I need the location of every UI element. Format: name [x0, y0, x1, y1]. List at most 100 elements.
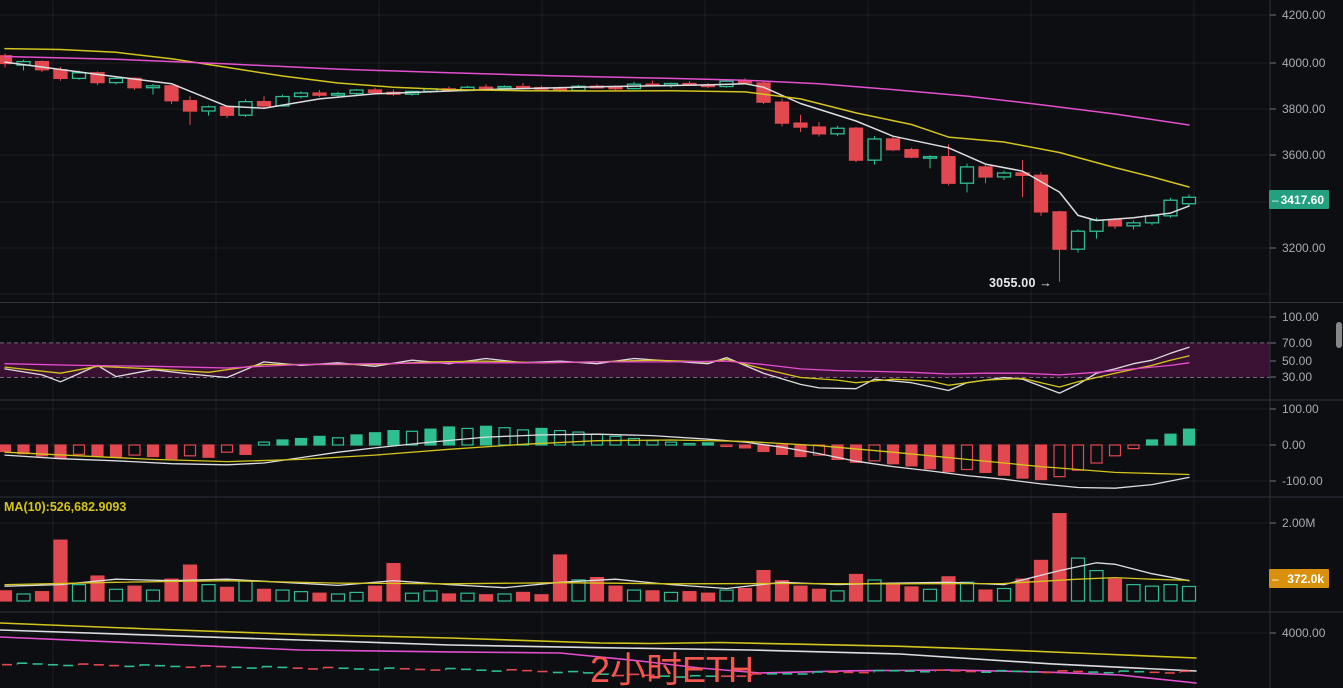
macd-bar — [109, 444, 123, 458]
candle-up[interactable] — [330, 92, 346, 96]
candle-down[interactable] — [312, 92, 327, 96]
volume-bar — [330, 593, 346, 602]
candle-down[interactable] — [367, 89, 383, 94]
volume-bar — [626, 589, 642, 602]
volume-bar — [1015, 578, 1030, 602]
ma-mid — [4, 47, 1190, 188]
candle-up[interactable] — [145, 85, 161, 89]
candle-down[interactable] — [774, 101, 790, 124]
candle-down[interactable] — [904, 149, 919, 158]
volume-bar — [275, 589, 290, 602]
volume-bar — [811, 588, 827, 602]
macd-bar — [183, 444, 197, 457]
scrollbar-thumb[interactable] — [1336, 322, 1342, 348]
volume-bar — [182, 564, 198, 602]
candle-up[interactable] — [996, 172, 1012, 178]
candle-down[interactable] — [164, 85, 179, 102]
volume-bar — [737, 587, 753, 602]
candle-up[interactable] — [497, 85, 512, 89]
macd-bar — [146, 444, 160, 458]
candle-down[interactable] — [737, 80, 753, 84]
macd-bar — [1145, 439, 1159, 446]
volume-bar — [145, 589, 161, 602]
macd-bar — [405, 430, 419, 446]
candle-up[interactable] — [238, 101, 253, 116]
mini-yellow — [0, 622, 1197, 659]
macd-bar — [831, 444, 844, 460]
volume-bar — [238, 580, 253, 602]
candle-up[interactable] — [1144, 215, 1160, 224]
volume-bar — [904, 586, 919, 602]
macd-bar — [1127, 444, 1140, 450]
macd-bar — [1108, 444, 1122, 457]
candle-up[interactable] — [830, 127, 845, 135]
macd-bar — [664, 441, 678, 446]
candle-up[interactable] — [1181, 196, 1197, 205]
candle-up[interactable] — [108, 77, 124, 84]
volume-bar — [774, 580, 790, 602]
candle-down[interactable] — [1033, 174, 1049, 213]
candle-down[interactable] — [811, 126, 827, 135]
candle-down[interactable] — [53, 69, 68, 80]
volume-bar — [700, 592, 716, 602]
candle-up[interactable] — [922, 156, 938, 159]
candle-up[interactable] — [275, 95, 290, 107]
macd-bar — [1164, 433, 1177, 446]
candle-down[interactable] — [793, 122, 808, 128]
volume-bar — [867, 579, 882, 602]
axis-tick-label: 4000.00 — [1282, 56, 1326, 70]
volume-bar — [423, 590, 438, 602]
candle-up[interactable] — [867, 138, 882, 161]
candle-up[interactable] — [1089, 219, 1104, 232]
candle-up[interactable] — [71, 72, 87, 80]
macd-bar — [1016, 444, 1029, 479]
volume-bar — [219, 586, 235, 602]
candle-up[interactable] — [959, 166, 975, 184]
candle-down[interactable] — [90, 72, 105, 84]
current-volume-value: 372.0k — [1287, 571, 1324, 586]
volume-bar — [1107, 578, 1123, 602]
volume-bar — [756, 569, 771, 602]
macd-bar — [627, 437, 641, 446]
macd-bar — [886, 444, 900, 465]
candle-up[interactable] — [293, 92, 309, 98]
volume-bar — [0, 590, 13, 602]
macd-bar — [165, 444, 178, 460]
candle-down[interactable] — [978, 166, 993, 178]
candle-down[interactable] — [885, 138, 901, 151]
macd-bar — [0, 444, 12, 453]
low-price-annotation: 3055.00 → — [989, 276, 1052, 290]
candle-down[interactable] — [256, 101, 272, 107]
candle-down[interactable] — [608, 86, 623, 90]
candle-down[interactable] — [182, 100, 198, 112]
candle-down[interactable] — [1052, 211, 1067, 250]
macd-bar — [350, 434, 363, 446]
dif — [4, 433, 1190, 489]
volume-bar — [941, 576, 956, 602]
candle-up[interactable] — [201, 106, 216, 112]
volume-bar — [478, 594, 494, 602]
volume-bar — [978, 589, 993, 602]
macd-bar — [257, 441, 271, 446]
volume-bar — [682, 591, 697, 602]
candle-up[interactable] — [1070, 230, 1086, 250]
macd-bar — [683, 442, 696, 446]
candle-down[interactable] — [478, 86, 494, 90]
candle-down[interactable] — [1107, 219, 1123, 227]
volume-bar — [71, 584, 87, 602]
macd-bar — [1034, 444, 1048, 481]
candle-down[interactable] — [848, 127, 864, 161]
axis-tick-label: 4200.00 — [1282, 8, 1326, 22]
volume-bar — [90, 575, 105, 602]
volume-bar — [201, 584, 216, 602]
macd-bar — [553, 430, 567, 446]
osc-white — [4, 346, 1190, 394]
volume-bar — [719, 589, 734, 602]
candle-down[interactable] — [219, 106, 235, 116]
macd-bar — [276, 439, 289, 446]
candle-down[interactable] — [941, 156, 956, 184]
candle-up[interactable] — [349, 89, 364, 95]
candle-up[interactable] — [1126, 222, 1141, 227]
